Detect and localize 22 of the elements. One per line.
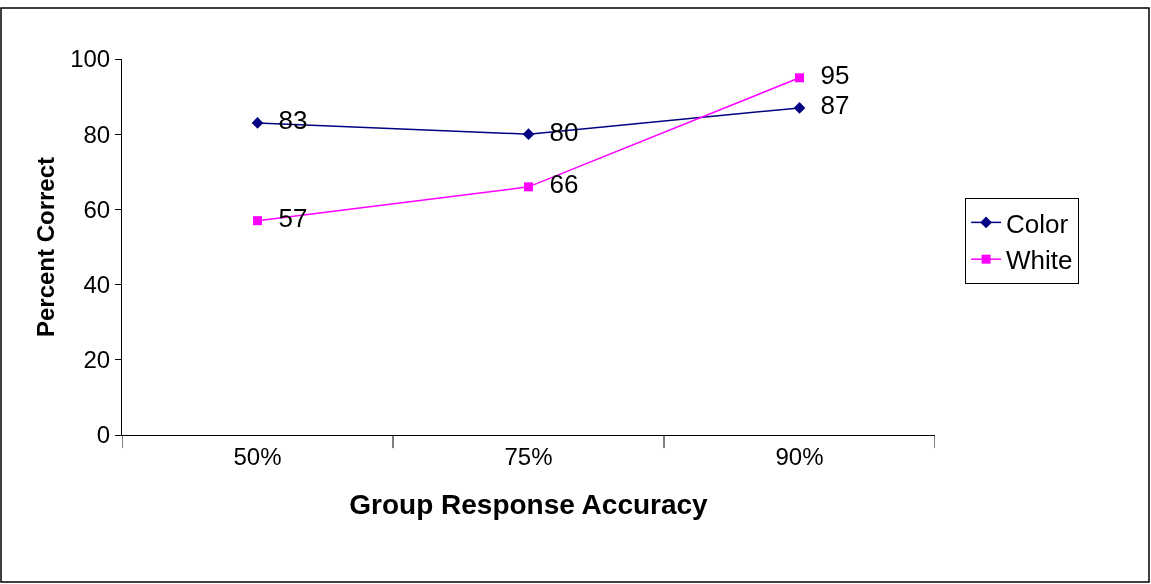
point <box>253 216 262 226</box>
x-axis-title: Group Response Accuracy <box>349 488 709 520</box>
data-label: 66 <box>535 169 579 200</box>
y-tick-label: 80 <box>83 120 111 148</box>
legend-label: Color <box>1006 208 1069 239</box>
point <box>522 128 535 141</box>
y-axis-title: Percent Correct <box>32 156 60 338</box>
legend-label: White <box>1006 245 1073 276</box>
data-label: 87 <box>806 90 850 121</box>
point <box>793 102 806 114</box>
x-tick-label: 75% <box>504 442 553 470</box>
y-tick-label: 0 <box>96 421 111 449</box>
x-tick-label: 90% <box>775 442 824 470</box>
y-tick-label: 100 <box>70 45 111 73</box>
point <box>795 73 804 83</box>
point <box>524 182 533 192</box>
y-tick-label: 20 <box>83 346 111 374</box>
y-tick-label: 60 <box>83 195 111 223</box>
y-tick-label: 40 <box>83 271 111 298</box>
data-label: 95 <box>806 60 850 91</box>
point <box>251 117 264 129</box>
x-tick-label: 50% <box>233 442 282 470</box>
